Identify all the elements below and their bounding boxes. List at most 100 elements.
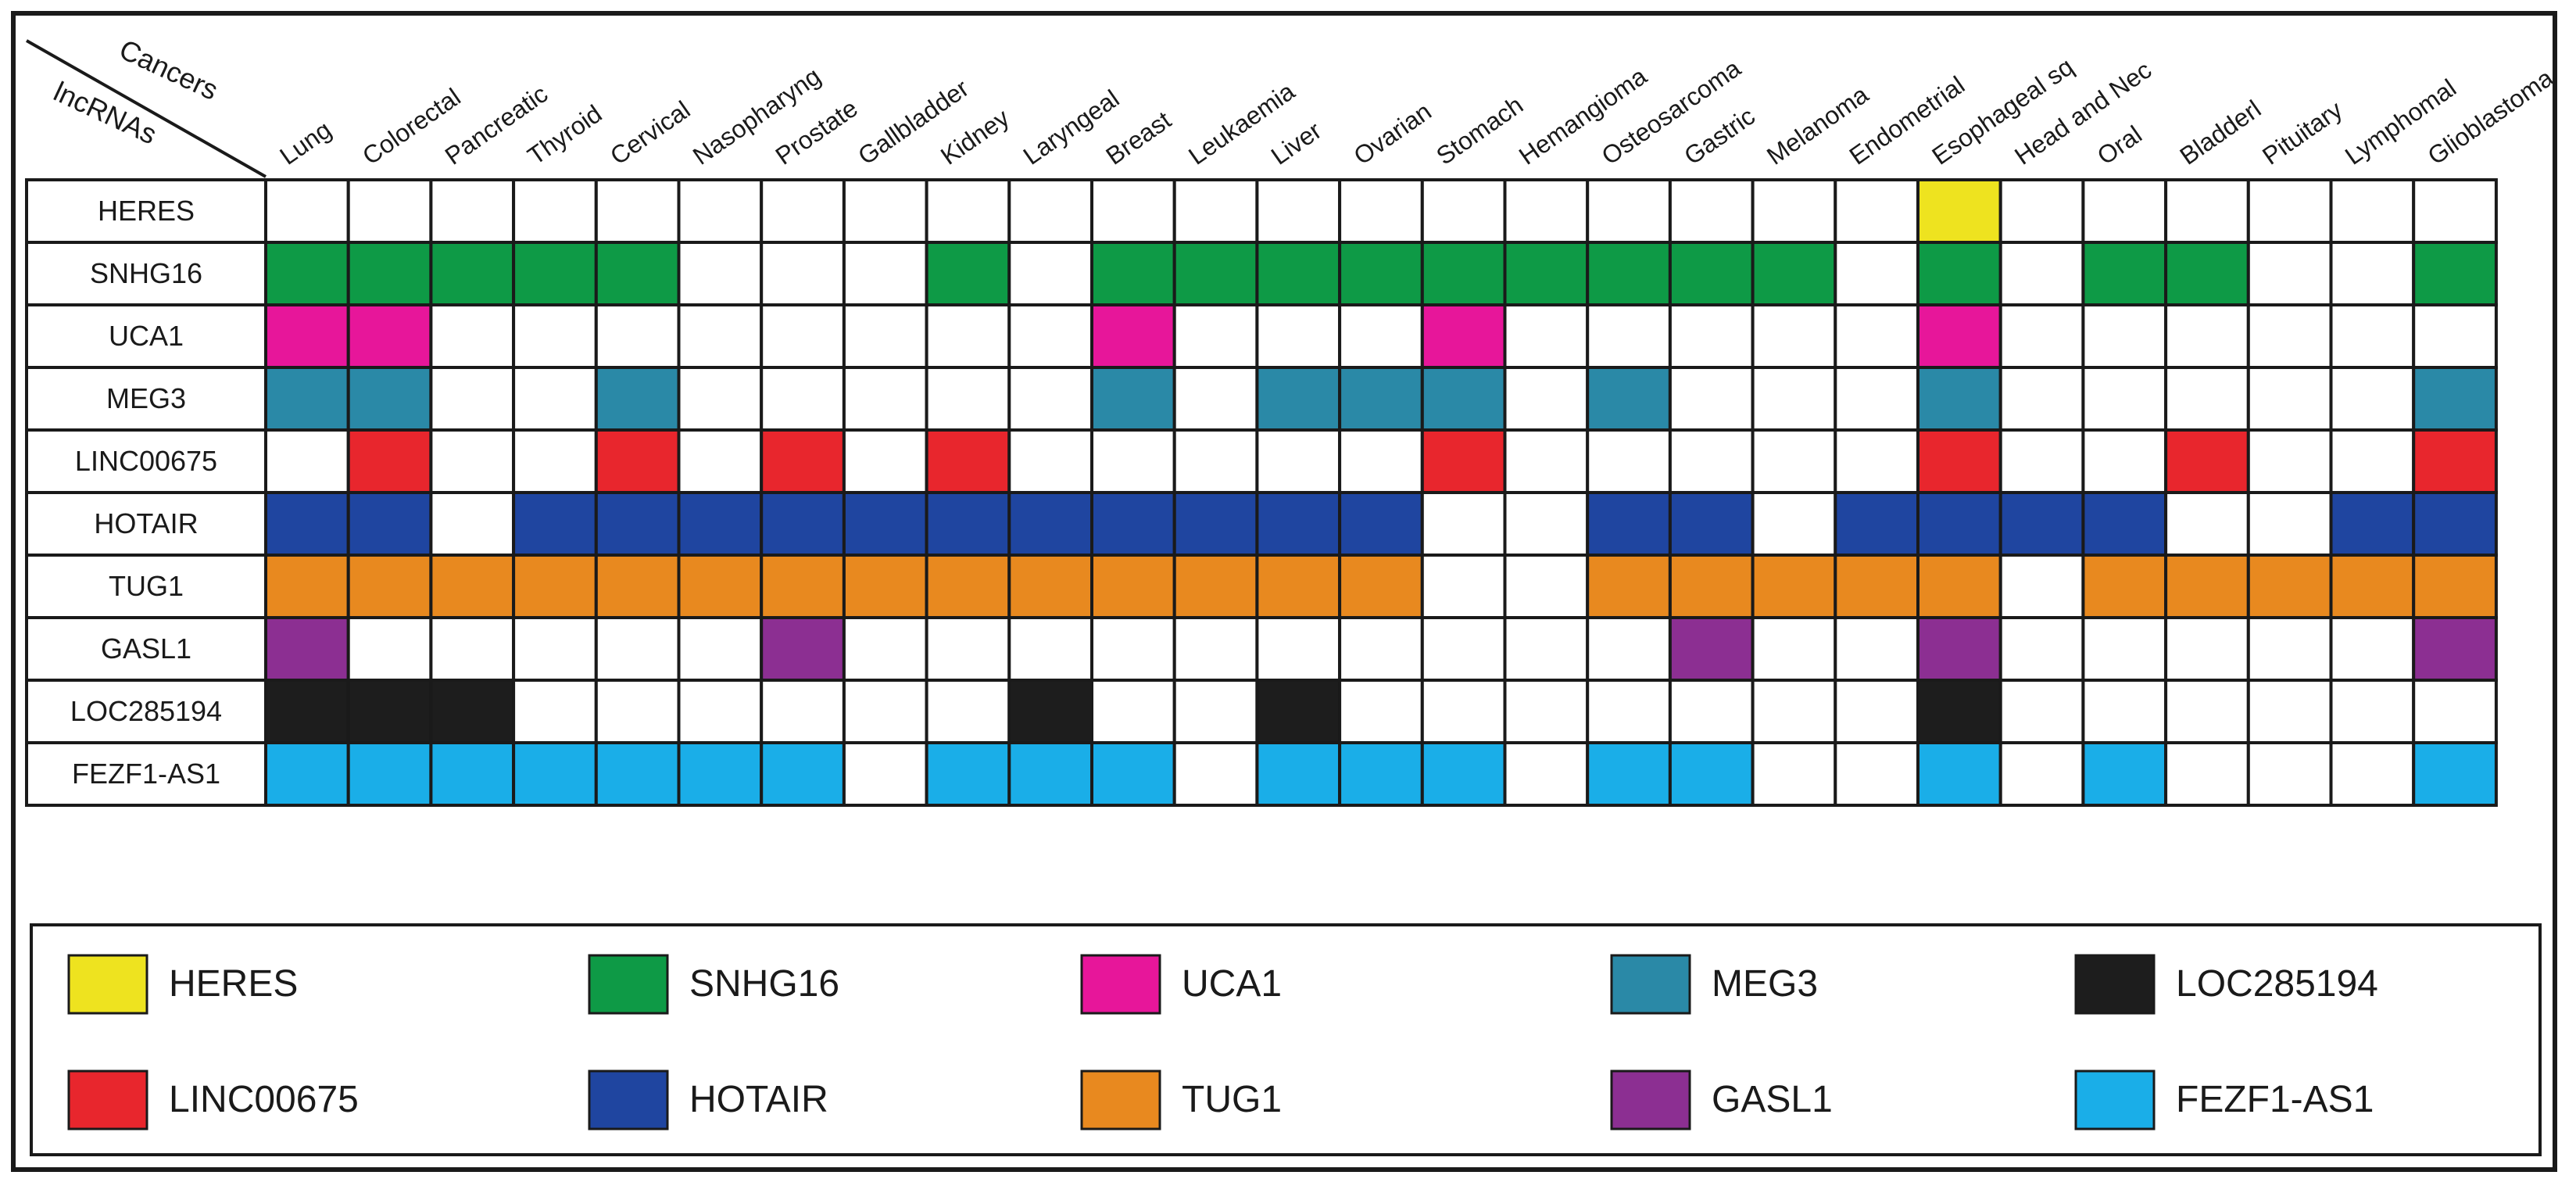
cell-present [760, 554, 846, 619]
cell-absent [1834, 241, 1920, 306]
cell-absent [2246, 491, 2333, 557]
cell-absent [2164, 741, 2250, 807]
cell-present [429, 741, 516, 807]
cell-absent [760, 241, 846, 306]
cell-present [1998, 491, 2085, 557]
cell-absent [2412, 303, 2498, 369]
cell-absent [842, 616, 928, 682]
cell-absent [594, 178, 681, 244]
cell-absent [1007, 303, 1094, 369]
cell-absent [1834, 741, 1920, 807]
cell-absent [1007, 428, 1094, 494]
cell-present [264, 303, 350, 369]
cell-present [1668, 616, 1755, 682]
cell-absent [677, 366, 764, 432]
cell-present [2164, 428, 2250, 494]
legend-swatch [1610, 954, 1691, 1015]
cell-present [429, 241, 516, 306]
cell-present [1503, 241, 1590, 306]
cell-present [2412, 554, 2498, 619]
cell-absent [1668, 178, 1755, 244]
legend-box [30, 923, 2542, 1156]
cell-present [925, 741, 1011, 807]
cell-present [1751, 241, 1837, 306]
cell-absent [1751, 366, 1837, 432]
cell-absent [2329, 303, 2416, 369]
cell-present [1255, 741, 1342, 807]
cell-absent [760, 366, 846, 432]
column-label: Lung [274, 115, 336, 170]
cell-absent [760, 679, 846, 744]
cell-absent [1503, 491, 1590, 557]
cell-present [1916, 491, 2002, 557]
cell-present [264, 366, 350, 432]
cell-present [2412, 616, 2498, 682]
cell-absent [925, 366, 1011, 432]
cell-present [2164, 554, 2250, 619]
cell-absent [1998, 679, 2085, 744]
cell-present [760, 616, 846, 682]
cell-absent [1172, 616, 1259, 682]
cell-present [1586, 491, 1672, 557]
cell-absent [1668, 679, 1755, 744]
cell-absent [925, 616, 1011, 682]
cell-present [1090, 241, 1176, 306]
cell-present [2081, 741, 2168, 807]
cell-present [1668, 491, 1755, 557]
cell-absent [2246, 178, 2333, 244]
row-labels: HERES SNHG16 UCA1 MEG3 LINC00675 HOTAIR TUG1 GA… [25, 178, 267, 807]
legend-label: LOC285194 [2176, 963, 2378, 1005]
row-label-cell [25, 241, 267, 306]
column-label: Esophageal sq [1927, 52, 2078, 170]
cell-absent [1172, 741, 1259, 807]
cell-absent [429, 491, 516, 557]
cell-absent [1338, 616, 1424, 682]
column-label: Ovarian [1348, 97, 1436, 170]
cell-present [1090, 554, 1176, 619]
cell-absent [1420, 679, 1507, 744]
cell-absent [925, 178, 1011, 244]
cell-absent [2081, 366, 2168, 432]
cell-present [512, 241, 598, 306]
cell-present [1834, 554, 1920, 619]
legend-label: SNHG16 [689, 963, 839, 1005]
cell-absent [1338, 303, 1424, 369]
row-label: HOTAIR [94, 507, 198, 539]
cell-absent [2081, 303, 2168, 369]
cell-present [346, 366, 433, 432]
cell-absent [1090, 428, 1176, 494]
cell-present [429, 554, 516, 619]
column-label: Oral [2092, 120, 2147, 170]
cell-present [1255, 366, 1342, 432]
cell-present [2412, 491, 2498, 557]
cell-absent [1172, 428, 1259, 494]
cell-present [677, 491, 764, 557]
cell-absent [1834, 178, 1920, 244]
corner-label-cancers: Cancers [115, 33, 224, 106]
row-label: GASL1 [101, 632, 191, 665]
cell-present [512, 741, 598, 807]
cell-absent [1751, 178, 1837, 244]
legend-swatch [1610, 1070, 1691, 1130]
row-label-cell [25, 303, 267, 369]
cell-absent [1998, 616, 2085, 682]
cell-absent [1172, 366, 1259, 432]
legend-swatch [67, 1070, 148, 1130]
cell-absent [1338, 178, 1424, 244]
figure-frame [11, 11, 2557, 1172]
legend-swatch [1080, 1070, 1161, 1130]
cell-absent [1834, 616, 1920, 682]
cell-present [512, 554, 598, 619]
cell-present [1420, 366, 1507, 432]
legend-label: MEG3 [1712, 963, 1818, 1005]
cell-absent [2246, 303, 2333, 369]
legend-label: UCA1 [1182, 963, 1282, 1005]
cell-absent [2329, 241, 2416, 306]
cell-absent [2164, 178, 2250, 244]
corner-diagonal [26, 39, 267, 178]
cell-present [264, 679, 350, 744]
cell-present [2164, 241, 2250, 306]
cell-absent [1586, 428, 1672, 494]
cell-present [925, 491, 1011, 557]
cell-absent [842, 679, 928, 744]
